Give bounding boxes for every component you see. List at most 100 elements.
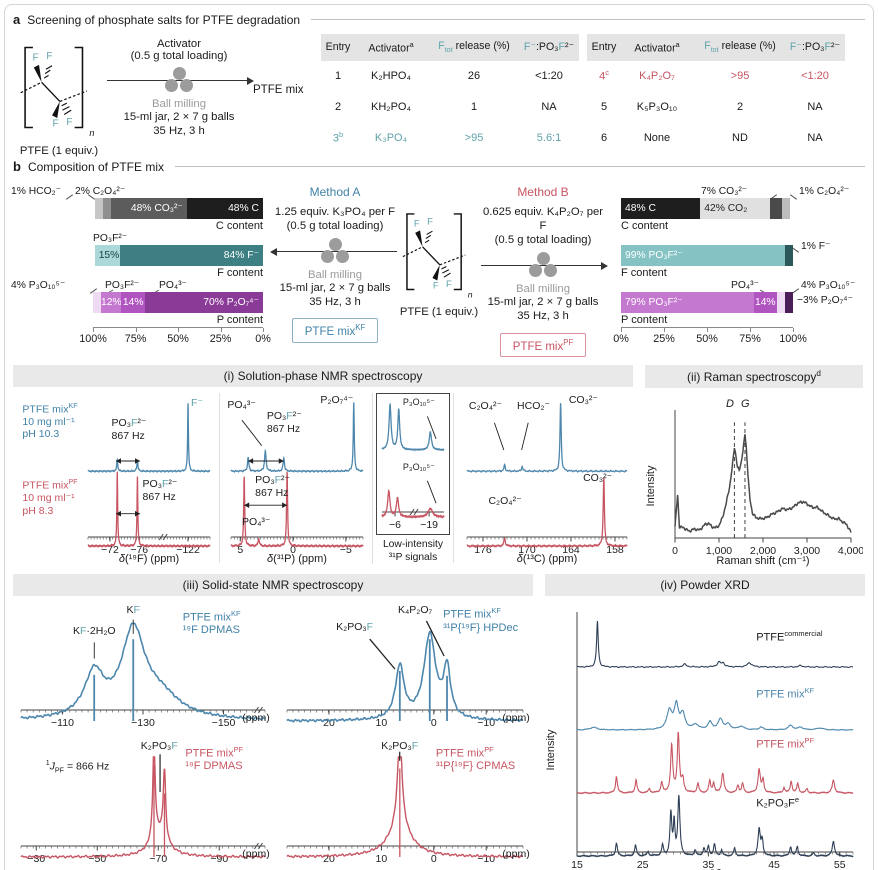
- arrow-line: [273, 251, 397, 253]
- spectrum-trace: [674, 434, 852, 534]
- stacked-bar: 79% PO₃F²⁻ 14%: [621, 292, 793, 313]
- table-row: 3b K₃PO₄ >95 5.6:1: [321, 123, 579, 154]
- svg-text:20: 20: [323, 853, 335, 865]
- axis-tick-label: 75%: [739, 333, 761, 345]
- spectrum-trace: [87, 403, 211, 474]
- bar-segment: 42% CO₂: [700, 198, 770, 219]
- svg-text:n: n: [468, 290, 473, 300]
- plot-annotation: D: [726, 398, 734, 411]
- bar-row-label: C content: [621, 220, 669, 232]
- plot-annotation: PO₄³⁻: [241, 515, 271, 528]
- column-header: Activatora: [634, 39, 680, 55]
- panel-a: a Screening of phosphate salts for PTFE …: [13, 12, 865, 157]
- callout-line: [789, 194, 798, 200]
- plot-annotation: K₂PO₃Fe: [756, 795, 800, 810]
- bar-callout: PO₃F²⁻: [105, 280, 140, 291]
- method-b-equiv: 0.625 equiv. K₄P₂O₇ per F: [482, 206, 604, 233]
- frequency-label: 35 Hz, 3 h: [309, 296, 361, 309]
- table-cell: <1:20: [801, 70, 829, 83]
- column-header: F⁻:PO₃F²⁻: [789, 41, 841, 54]
- column-header: Entry: [591, 41, 617, 54]
- panel-title: Composition of PTFE mix: [27, 159, 164, 174]
- table-cell: KH₂PO₄: [371, 101, 411, 114]
- table-cell: 2: [736, 101, 744, 114]
- bar-segment: 15%: [94, 245, 121, 266]
- ball-mill-icon: [526, 252, 560, 280]
- method-b-arrow: [479, 251, 608, 281]
- spectrum-trace: [466, 477, 628, 549]
- plot-annotation: K₂PO₃F: [140, 740, 178, 753]
- plot-annotation: P₃O₁₀⁵⁻: [402, 397, 435, 408]
- table-cell: 5: [600, 101, 608, 114]
- svg-text:F: F: [52, 119, 58, 130]
- stacked-bar: 48% CO₃²⁻ 48% C: [94, 198, 263, 219]
- bar-row-label: F content: [621, 267, 667, 279]
- method-b-loading: (0.5 g total loading): [494, 234, 592, 247]
- bar-row: 7% CO₃²⁻ 1% C₂O₄²⁻ 48% C 42% CO₂ C content: [613, 185, 868, 232]
- bar-row: 4% P₃O₁₀⁵⁻ PO₃F²⁻ PO₄³⁻ 12% 14% 70% P₂O₇⁴⁻ P c…: [11, 279, 265, 326]
- table-row: 1 K₂HPO₄ 26 <1:20: [321, 61, 579, 92]
- table-row: 4c K₄P₂O₇ >95 <1:20: [587, 61, 845, 92]
- spectrum-trace: [230, 402, 364, 474]
- axis-tick-label: 0%: [613, 333, 629, 345]
- plot-annotation: K₂PO₃F: [336, 621, 374, 634]
- svg-text:−110: −110: [51, 717, 74, 729]
- spectrum-trace: [576, 621, 853, 669]
- jar-label: 15-ml jar, 2 × 7 g balls: [487, 296, 599, 309]
- arrow-line: [481, 265, 605, 267]
- svg-text:F: F: [414, 218, 420, 229]
- axis-tick: [178, 328, 179, 332]
- plot-annotation: PO₃F²⁻ 867 Hz: [255, 474, 291, 499]
- svg-text:−122: −122: [176, 544, 200, 556]
- svg-text:176: 176: [474, 544, 492, 556]
- method-a-loading: (0.5 g total loading): [286, 220, 384, 233]
- svg-text:4,000: 4,000: [838, 545, 863, 557]
- svg-text:1,000: 1,000: [706, 545, 732, 557]
- plot-annotation: PTFE mixPF: [756, 736, 815, 752]
- bar-row: PO₃F²⁻ 15% 84% F⁻ F content: [13, 232, 265, 279]
- bar-segment: [785, 245, 793, 266]
- jar-label: 15-ml jar, 2 × 7 g balls: [123, 111, 235, 123]
- product-label: PTFE mix: [253, 84, 304, 96]
- panel-b: b Composition of PTFE mix 1% HCO₂⁻ 2% C₂O…: [11, 159, 868, 358]
- spectrum-trace: [286, 630, 524, 723]
- panel-label: a: [13, 12, 21, 27]
- plot-annotation: G: [740, 398, 750, 411]
- nmr-31p-inset-plot: −6 −19 P₃O₁₀⁵⁻ P₃O₁₀⁵⁻: [376, 393, 450, 536]
- ssnmr-31p-kf-plot: 20 10 0 −10 K₂PO₃F K₄P₂O₇ PTFE mixKF ³¹P{¹⁹F} H…: [279, 604, 531, 734]
- axis-tick: [93, 328, 94, 332]
- svg-text:45: 45: [768, 859, 780, 870]
- axis-tick-label: 0%: [255, 333, 271, 345]
- svg-text:158: 158: [606, 544, 624, 556]
- x-axis-label: 2θ: [709, 868, 721, 870]
- bar-callout: PO₄³⁻: [159, 280, 187, 291]
- spectrum-trace: [87, 471, 211, 549]
- table-cell: NA: [807, 101, 823, 114]
- panel-b-header: b Composition of PTFE mix: [13, 159, 865, 174]
- spectrum-trace: [286, 756, 524, 859]
- bar-segment: [781, 198, 790, 219]
- axis-tick: [220, 328, 222, 332]
- table-cell: None: [643, 132, 671, 145]
- svg-text:10: 10: [376, 717, 388, 729]
- bar-segment: [93, 292, 101, 313]
- bar-callout: 1% C₂O₄²⁻: [799, 186, 850, 197]
- callout-line: [791, 288, 800, 294]
- plot-annotation: P₃O₁₀⁵⁻: [402, 461, 435, 472]
- plot-annotation: PTFE mixKF: [756, 685, 815, 701]
- method-a-arrow: [270, 237, 399, 267]
- spectrum-trace: [576, 732, 854, 795]
- svg-text:55: 55: [834, 859, 846, 870]
- bar-axis: 100% 75% 50% 25% 0%: [79, 327, 271, 348]
- plot-annotation: PTFE mixKF ³¹P{¹⁹F} HPDec: [443, 605, 519, 634]
- plot-annotation: K₄P₂O₇: [398, 604, 433, 617]
- svg-text:35: 35: [703, 859, 715, 870]
- bar-callout: PO₄³⁻: [731, 280, 759, 291]
- divider: [311, 19, 865, 20]
- nmr-13c-plot: 176 170 164 158 C₂O₄²⁻ HCO₂⁻ CO₃²⁻ C₂O₄²⁻ CO₃²⁻ δ…: [457, 393, 635, 565]
- svg-text:3,000: 3,000: [794, 545, 820, 557]
